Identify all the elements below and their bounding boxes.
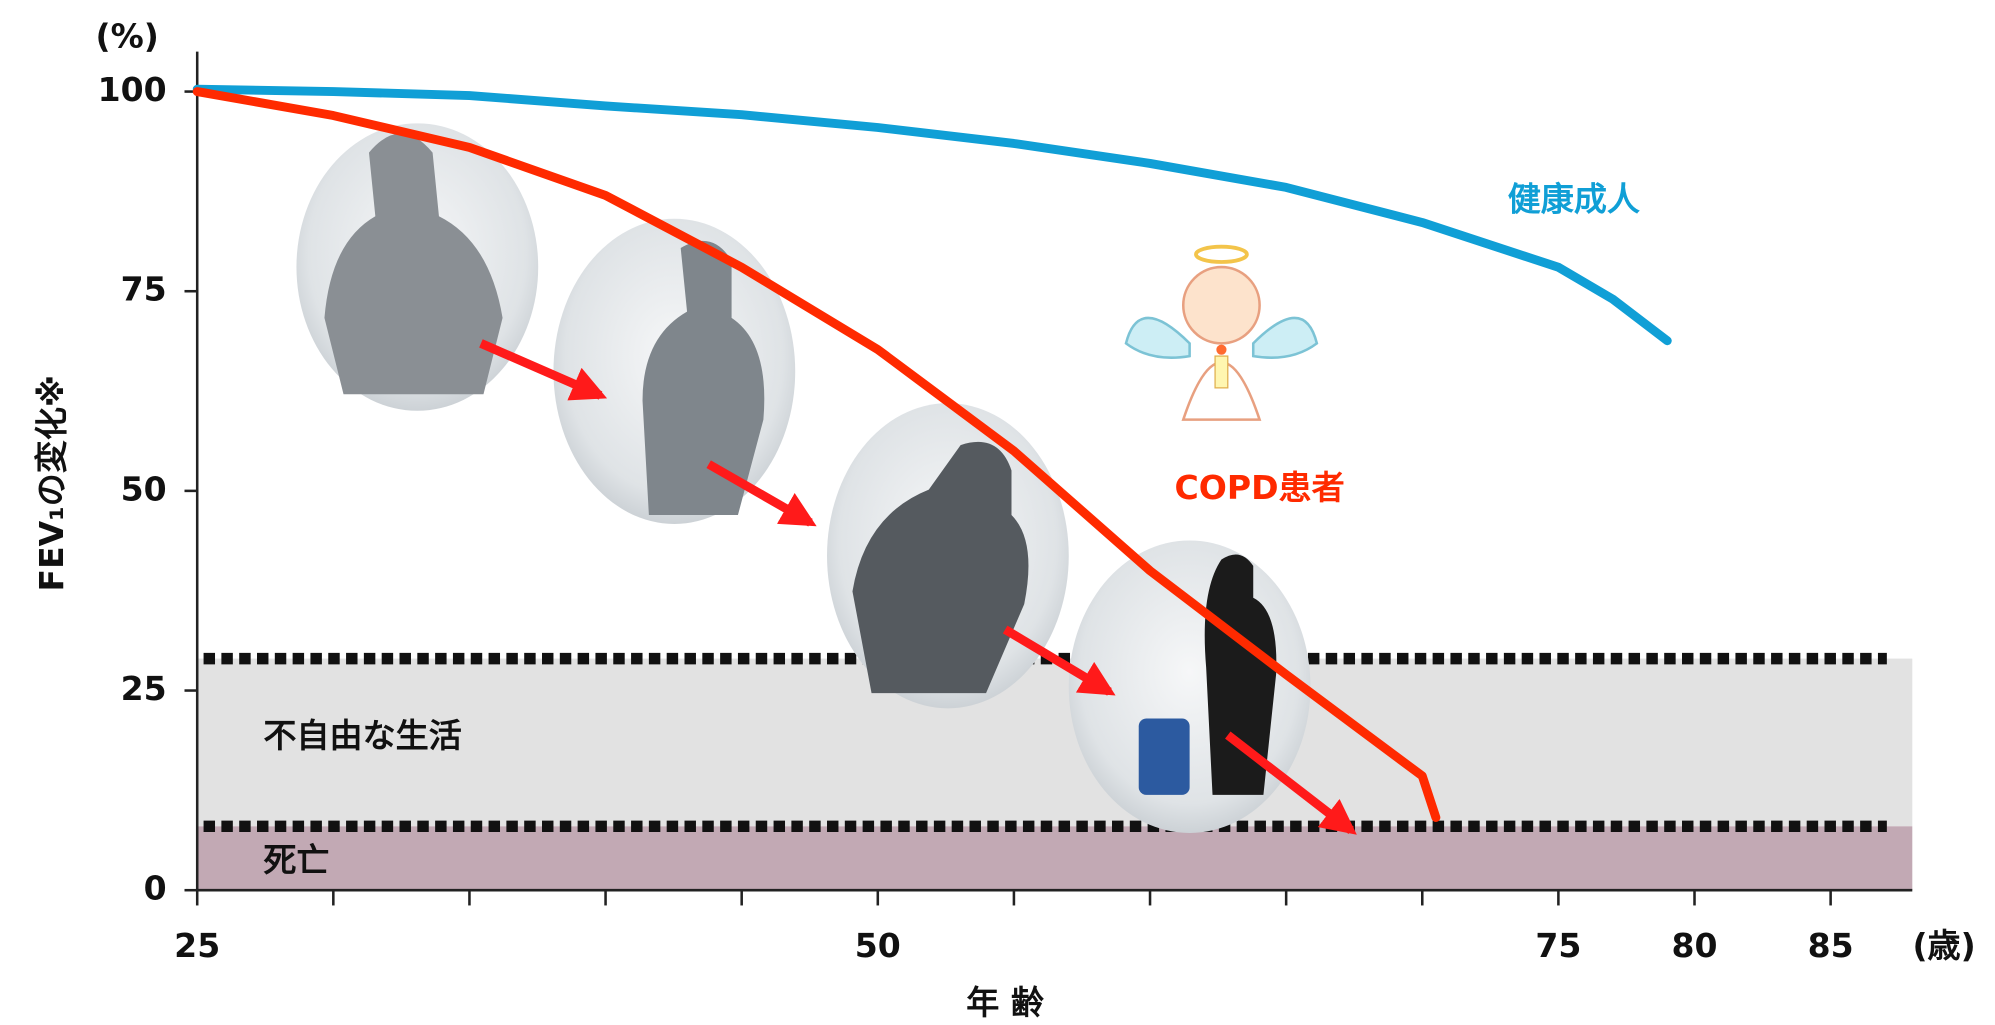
arrows (479, 339, 1357, 835)
y-tick-label: 0 (144, 869, 167, 908)
series-line (192, 87, 1441, 822)
y-tick-label: 50 (121, 469, 167, 508)
x-tick-label: 50 (855, 926, 901, 965)
y-tick-label: 75 (121, 270, 167, 309)
arrow (1225, 731, 1357, 835)
band (197, 826, 1913, 891)
band (197, 658, 1913, 827)
angel (1124, 244, 1319, 421)
y-unit: (%) (96, 17, 159, 56)
person (324, 133, 503, 395)
illustrations (296, 123, 1319, 833)
series-line (192, 84, 1672, 346)
x-tick-label: 85 (1808, 926, 1854, 965)
x-tick-label: 25 (174, 926, 220, 965)
series-label: 健康成人 (1508, 179, 1640, 218)
y-axis-label: FEV₁の変化※ (32, 375, 71, 592)
arrow (706, 460, 817, 527)
x-unit: (歳) (1912, 926, 1975, 965)
band-label: 不自由な生活 (263, 716, 461, 755)
person (642, 240, 765, 516)
arrow (1002, 625, 1116, 696)
y-tick-label: 100 (98, 70, 167, 109)
arrow (479, 339, 608, 401)
x-tick-label: 80 (1671, 926, 1717, 965)
person (1204, 554, 1277, 795)
oxygen-cart (1138, 718, 1190, 795)
person (852, 441, 1029, 694)
band-label: 死亡 (263, 840, 329, 879)
x-tick-label: 75 (1535, 926, 1581, 965)
y-tick-label: 25 (121, 669, 167, 708)
series-label: COPD患者 (1174, 468, 1344, 507)
x-axis-label: 年 齢 (966, 983, 1045, 1022)
